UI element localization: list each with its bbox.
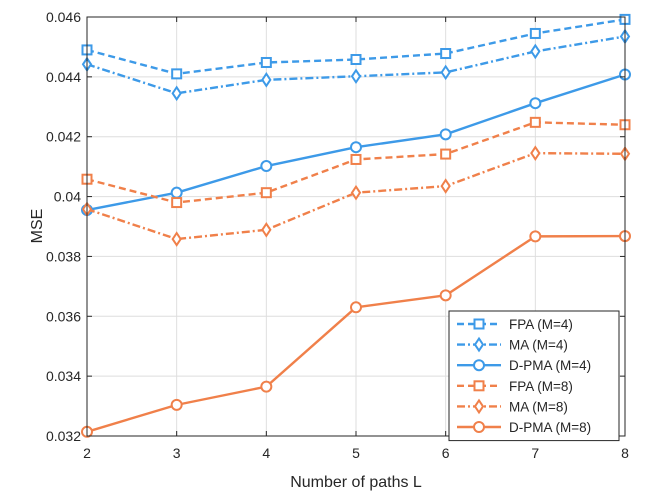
- legend-marker: [473, 380, 485, 392]
- data-point: [261, 72, 272, 88]
- y-axis-label: MSE: [29, 209, 46, 244]
- y-tick-label: 0.038: [46, 248, 81, 264]
- y-tick-label: 0.042: [46, 129, 81, 145]
- legend-label: D-PMA (M=4): [509, 358, 591, 373]
- data-point: [350, 141, 362, 154]
- legend-item: MA (M=4): [457, 336, 568, 353]
- x-tick-label: 2: [83, 445, 91, 461]
- x-tick-label: 3: [173, 445, 181, 461]
- data-point: [350, 184, 362, 201]
- data-point: [440, 64, 451, 81]
- y-tick-label: 0.044: [46, 69, 81, 85]
- data-point: [440, 48, 452, 60]
- data-point: [261, 221, 272, 238]
- y-tick-label: 0.04: [54, 189, 81, 205]
- data-point: [171, 85, 182, 102]
- data-point: [260, 380, 273, 393]
- legend-marker: [473, 398, 485, 415]
- data-point: [171, 68, 183, 80]
- x-tick-label: 7: [531, 445, 539, 461]
- data-point: [170, 186, 183, 199]
- legend-label: MA (M=8): [509, 399, 568, 414]
- legend-marker: [473, 336, 485, 353]
- legend-box: [448, 310, 620, 442]
- series-ma-m-4: [81, 28, 631, 102]
- data-point: [171, 231, 182, 247]
- data-point: [350, 301, 362, 314]
- x-tick-label: 8: [621, 445, 629, 461]
- data-point: [529, 230, 542, 243]
- legend-item: D-PMA (M=8): [457, 420, 591, 435]
- legend-label: FPA (M=4): [509, 317, 573, 332]
- data-point: [529, 97, 542, 110]
- x-tick-label: 5: [352, 445, 360, 461]
- legend-marker: [473, 421, 485, 433]
- data-point: [260, 160, 273, 173]
- legend-marker: [473, 318, 485, 330]
- legend-item: D-PMA (M=4): [457, 358, 591, 373]
- data-point: [439, 289, 452, 302]
- data-point: [350, 68, 362, 85]
- legend-item: FPA (M=8): [457, 379, 573, 394]
- legend-item: MA (M=8): [457, 398, 568, 415]
- data-point: [170, 398, 183, 411]
- data-point: [440, 178, 451, 194]
- legend-item: FPA (M=4): [457, 317, 573, 332]
- axis-ticks: 2 3 4 5 6 7 8 0.032 0.034 0.036 0.038 0.04 0.042 0.04…: [46, 9, 629, 461]
- legend-label: FPA (M=8): [509, 379, 573, 394]
- data-point: [260, 56, 272, 68]
- data-point: [350, 53, 362, 65]
- y-tick-label: 0.036: [46, 308, 81, 324]
- data-point: [529, 27, 541, 39]
- legend-label: MA (M=4): [509, 338, 568, 353]
- data-point: [529, 116, 541, 128]
- data-point: [440, 148, 452, 160]
- x-tick-label: 4: [262, 445, 270, 461]
- x-axis-label: Number of paths L: [290, 474, 422, 491]
- y-tick-label: 0.034: [46, 368, 81, 384]
- y-tick-label: 0.032: [46, 428, 81, 444]
- data-point: [350, 153, 362, 165]
- legend: FPA (M=4) MA (M=4) D-PMA (M=4) FPA (M=8) MA …: [448, 310, 620, 442]
- data-point: [530, 43, 541, 60]
- data-point: [260, 187, 272, 199]
- data-point: [530, 145, 541, 161]
- data-point: [439, 128, 452, 141]
- x-tick-label: 6: [442, 445, 450, 461]
- data-point: [171, 197, 183, 209]
- legend-label: D-PMA (M=8): [509, 420, 591, 435]
- legend-marker: [473, 359, 485, 372]
- y-tick-label: 0.046: [46, 9, 81, 25]
